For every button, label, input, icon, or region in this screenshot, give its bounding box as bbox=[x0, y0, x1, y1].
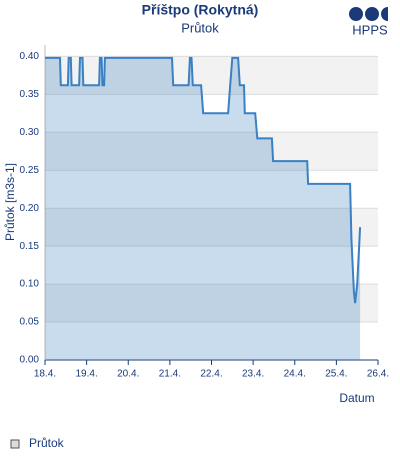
line bbox=[45, 56, 362, 304]
grid-band bbox=[45, 132, 378, 171]
x-tick-label: 24.4. bbox=[284, 369, 306, 380]
x-tick-label: 21.4. bbox=[159, 369, 181, 380]
y-tick-label: 0.35 bbox=[20, 89, 40, 100]
y-tick-label: 0.00 bbox=[20, 355, 40, 366]
x-tick-label: 26.4. bbox=[367, 369, 389, 380]
x-tick-label: 25.4. bbox=[325, 369, 347, 380]
y-tick-label: 0.30 bbox=[20, 127, 40, 138]
grid-band bbox=[45, 284, 378, 323]
y-tick-label: 0.05 bbox=[20, 317, 40, 328]
y-tick-label: 0.20 bbox=[20, 203, 40, 214]
grid-band bbox=[45, 208, 378, 247]
x-axis-label: Datum bbox=[339, 391, 374, 405]
x-tick-label: 22.4. bbox=[200, 369, 222, 380]
chart-subtitle: Průtok bbox=[181, 20, 219, 35]
x-tick-label: 20.4. bbox=[117, 369, 139, 380]
logo: HPPS bbox=[349, 7, 388, 37]
x-tick-label: 19.4. bbox=[76, 369, 98, 380]
logo-text: HPPS bbox=[352, 22, 388, 37]
legend-label: Průtok bbox=[29, 436, 65, 450]
y-tick-label: 0.15 bbox=[20, 241, 40, 252]
y-axis-label: Průtok [m3s-1] bbox=[3, 163, 17, 241]
legend-swatch bbox=[10, 439, 20, 449]
area bbox=[45, 57, 361, 361]
x-tick-label: 18.4. bbox=[34, 369, 56, 380]
x-tick-label: 23.4. bbox=[242, 369, 264, 380]
y-tick-label: 0.40 bbox=[20, 51, 40, 62]
y-tick-label: 0.25 bbox=[20, 165, 40, 176]
y-tick-label: 0.10 bbox=[20, 279, 40, 290]
chart-title: Příštpo (Rokytná) bbox=[142, 2, 259, 18]
